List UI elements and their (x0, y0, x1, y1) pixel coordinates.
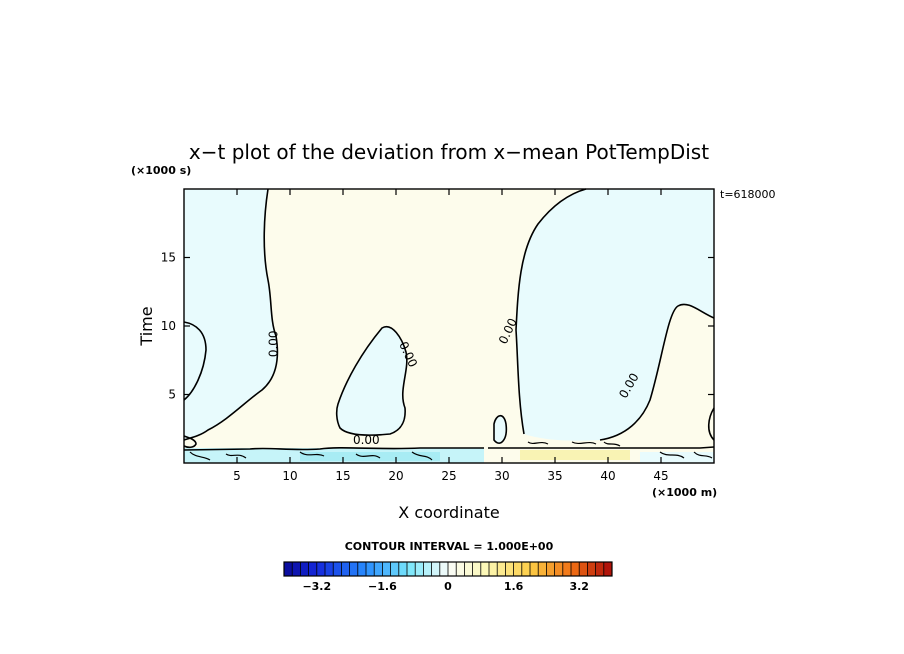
colorbar-cell (538, 562, 547, 576)
x-axis-label: X coordinate (398, 503, 499, 522)
colorbar-cell (382, 562, 391, 576)
colorbar-cell (407, 562, 416, 576)
negative-region-small (494, 415, 507, 444)
contour-right (515, 188, 587, 435)
y-unit-label: (×1000 s) (131, 164, 191, 177)
colorbar-cell (349, 562, 359, 576)
contour-corner (183, 435, 197, 449)
contour-right-inner (599, 303, 715, 441)
negative-region-left (184, 189, 278, 440)
x-tick-label: 30 (494, 469, 509, 483)
colorbar-tick-label: 1.6 (504, 580, 524, 593)
colorbar-tick-label: 3.2 (569, 580, 589, 593)
x-tick-label: 40 (600, 469, 615, 483)
colorbar-cell (530, 562, 539, 576)
colorbar-cell (284, 562, 293, 576)
y-axis-label: Time (137, 306, 156, 346)
colorbar-cell (366, 562, 375, 576)
time-stamp: t=618000 (720, 188, 776, 201)
contour-bottom-band (183, 446, 715, 451)
colorbar-cell (562, 562, 572, 576)
y-tick-label: 5 (168, 388, 176, 402)
colorbar-cell (595, 562, 605, 576)
bottom-band-strong-positive (520, 450, 630, 460)
colorbar-cell (587, 562, 596, 576)
colorbar-cell (546, 562, 555, 576)
colorbar-cell (554, 562, 564, 576)
colorbar-cell (374, 562, 383, 576)
colorbar-cell (489, 562, 498, 576)
colorbar-cell (316, 562, 326, 576)
colorbar-cell (472, 562, 482, 576)
x-tick-label: 15 (335, 469, 350, 483)
negative-region-center (336, 326, 407, 436)
colorbar-tick-label: 0 (444, 580, 452, 593)
plot-area: 0.00 0.000.000.000.00 5 10 15 20 25 30 35 40 4551… (161, 188, 715, 483)
colorbar-frame (283, 561, 613, 577)
axis-ticks: 5 10 15 20 25 30 35 40 45 5 10 15 (161, 189, 714, 483)
x-tick-label: 35 (547, 469, 562, 483)
colorbar-cell (579, 562, 588, 576)
colorbar-cell (333, 562, 342, 576)
contour-label: 0.00 (266, 330, 280, 357)
x-tick-label: 5 (233, 469, 241, 483)
x-tick-label: 25 (441, 469, 456, 483)
x-tick-label: 20 (388, 469, 403, 483)
contour-bottom-squiggles (189, 441, 713, 461)
colorbar-cell (521, 562, 531, 576)
colorbar-cell (513, 562, 523, 576)
contour-right-edge (707, 407, 715, 441)
y-tick-label: 15 (161, 251, 176, 265)
contour-left-edge (183, 321, 207, 401)
chart-title: x−t plot of the deviation from x−mean Po… (189, 140, 709, 164)
colorbar-cell (415, 562, 424, 576)
bottom-band-strong-negative (300, 452, 440, 461)
contour-center (335, 325, 408, 436)
colorbar-cell (448, 562, 457, 576)
colorbar-cell (431, 562, 441, 576)
colorbar-cell (497, 562, 506, 576)
colorbar-cell (480, 562, 490, 576)
x-tick-label: 45 (653, 469, 668, 483)
colorbar-cell (398, 562, 408, 576)
colorbar-cell (439, 562, 449, 576)
colorbar-tick-label: −1.6 (368, 580, 397, 593)
colorbar-cell (308, 562, 318, 576)
colorbar-cell (357, 562, 367, 576)
negative-region-right (516, 189, 714, 441)
x-tick-label: 10 (282, 469, 297, 483)
colorbar-cell (390, 562, 400, 576)
colorbar-tick-label: −3.2 (302, 580, 331, 593)
contour-lines (183, 188, 715, 461)
colorbar-cell (505, 562, 514, 576)
contour-label: 0.00 (353, 433, 380, 447)
contour-interval-text: CONTOUR INTERVAL = 1.000E+00 (345, 540, 554, 553)
colorbar: −3.2 −1.6 0 1.6 3.2 (283, 561, 613, 593)
y-tick-label: 10 (161, 319, 176, 333)
negative-region-left-edge (184, 322, 206, 400)
contour-small (493, 414, 508, 444)
colorbar-cell (603, 562, 613, 576)
colorbar-cell (571, 562, 580, 576)
colorbar-cell (423, 562, 432, 576)
contour-left (183, 188, 279, 441)
colorbar-cell (325, 562, 334, 576)
colorbar-cell (456, 562, 465, 576)
colorbar-cell (292, 562, 301, 576)
bottom-band-right-negative (640, 452, 714, 463)
colorbar-cell (464, 562, 473, 576)
colorbar-cell (300, 562, 309, 576)
colorbar-cell (341, 562, 350, 576)
x-unit-label: (×1000 m) (652, 486, 717, 499)
